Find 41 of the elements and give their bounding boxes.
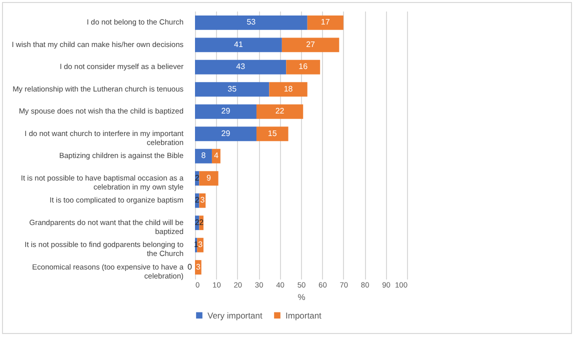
data-label: 2 [194,196,200,205]
data-label: 2 [194,173,200,182]
data-label: 3 [196,262,201,272]
bar [195,148,212,164]
data-label: 22 [275,106,285,116]
data-label: 8 [201,151,206,160]
legend-label: Very important [208,310,263,320]
data-label: 15 [268,128,278,138]
data-label: 3 [200,196,206,205]
data-label: 35 [228,84,238,94]
bar [256,126,288,142]
bar [195,82,270,97]
x-axis-title: % [298,292,306,302]
data-label: 29 [221,106,231,116]
bar [286,60,320,74]
legend-label: Important [286,310,322,320]
bar [256,104,304,119]
data-label: 4 [214,151,219,160]
data-label: 27 [306,40,316,49]
data-label: 53 [246,18,256,27]
data-label: 2 [199,218,204,227]
data-label: 9 [206,173,212,182]
bar [195,126,256,142]
data-label: 17 [320,18,330,27]
data-label: 3 [198,240,204,250]
data-label: 43 [236,62,246,72]
data-label: 29 [221,128,231,138]
data-label: 16 [298,62,308,72]
bar [199,171,218,186]
bar [195,38,282,52]
data-label: 41 [234,40,244,49]
bar [307,15,344,30]
bar [269,82,308,97]
bar [195,104,256,119]
bar [212,148,220,164]
bar [282,38,340,52]
bar [195,60,286,74]
data-label: 2 [194,218,200,227]
data-label: 18 [284,84,294,94]
bar [195,15,308,30]
data-label: 0 [188,262,193,272]
